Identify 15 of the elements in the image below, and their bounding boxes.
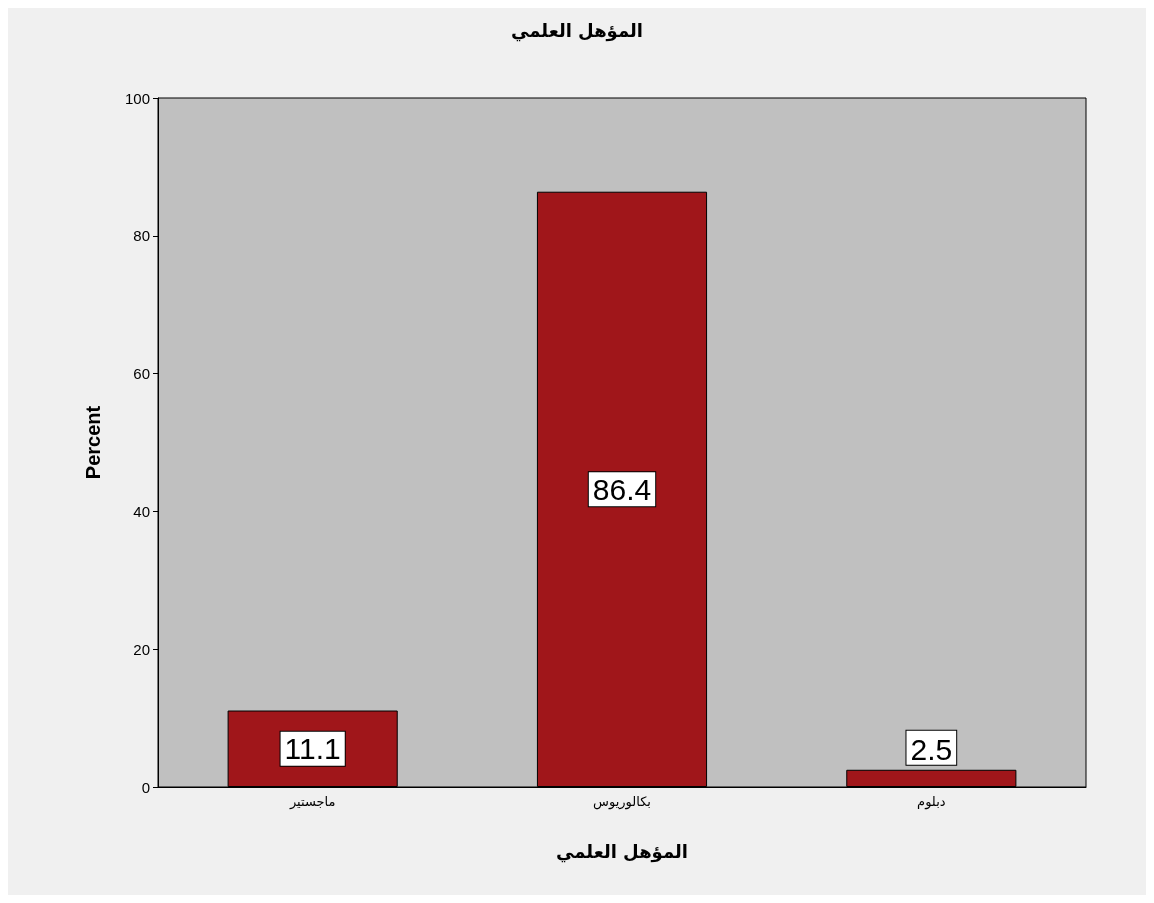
x-tick-label: دبلوم [917,794,946,810]
data-label: 11.1 [284,732,341,766]
data-label: 2.5 [910,733,953,767]
y-tick-label: 0 [141,778,150,796]
chart-title: المؤهل العلمي [511,19,643,42]
y-tick-label: 20 [133,640,150,658]
x-tick-label: ماجستير [288,794,336,810]
x-axis-title: المؤهل العلمي [556,840,688,863]
y-tick-label: 40 [133,502,150,520]
y-tick-label: 100 [124,89,150,107]
y-tick-label: 80 [133,227,150,245]
y-axis-title: Percent [82,405,104,480]
x-tick-label: بكالوريوس [593,794,651,810]
y-tick-label: 60 [133,365,150,383]
data-label: 86.4 [592,472,652,506]
